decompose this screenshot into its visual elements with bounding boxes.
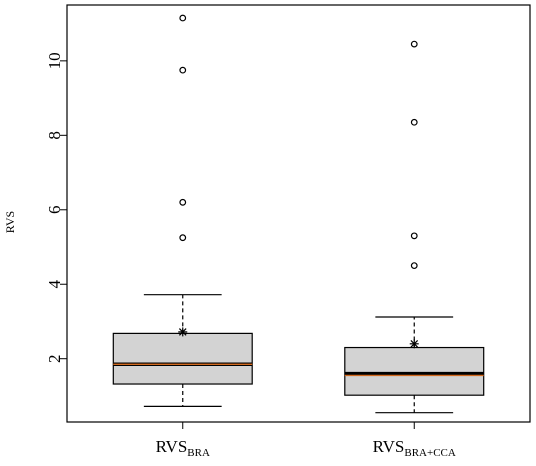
y-axis: 2 4 6 8 10 xyxy=(45,52,67,363)
mean-marker-0 xyxy=(178,327,188,337)
x-category-label-1: RVSBRA+CCA xyxy=(373,437,456,459)
x-category-sub-1: BRA+CCA xyxy=(404,447,455,459)
x-category-sub-0: BRA xyxy=(187,447,210,459)
y-tick-label-6: 6 xyxy=(45,206,64,215)
plot-frame xyxy=(66,4,531,423)
x-category-main-1: RVS xyxy=(373,437,405,456)
x-axis: RVSBRA RVSBRA+CCA xyxy=(156,422,456,459)
outlier-point-0-3 xyxy=(179,14,187,22)
boxes-group xyxy=(112,14,485,414)
y-tick-label-2: 2 xyxy=(45,354,64,363)
y-axis-label: RVS xyxy=(3,211,17,233)
y-tick-label-8: 8 xyxy=(45,131,64,140)
mean-marker-stroke-0-3 xyxy=(178,328,187,336)
y-tick-label-10: 10 xyxy=(45,52,64,69)
box-1 xyxy=(344,346,485,396)
x-category-main-0: RVS xyxy=(156,437,188,456)
outlier-point-1-3 xyxy=(410,40,418,48)
outlier-point-1-0 xyxy=(410,262,418,270)
x-category-label-0: RVSBRA xyxy=(156,437,210,459)
mean-marker-1 xyxy=(409,339,419,349)
outlier-point-0-2 xyxy=(179,66,187,74)
outlier-point-1-2 xyxy=(410,118,418,126)
y-tick-label-4: 4 xyxy=(45,279,64,288)
outlier-point-1-1 xyxy=(410,232,418,240)
box-0 xyxy=(112,332,253,385)
mean-marker-stroke-1-3 xyxy=(410,340,419,348)
outlier-point-0-0 xyxy=(179,234,187,242)
outlier-point-0-1 xyxy=(179,198,187,206)
